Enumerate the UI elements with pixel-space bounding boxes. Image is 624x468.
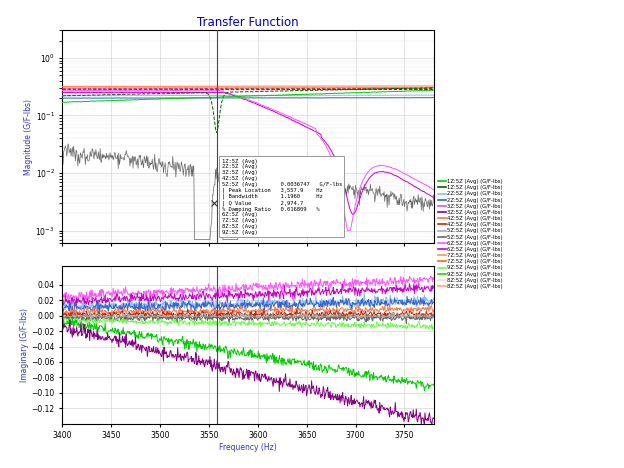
Y-axis label: Magnitude (G/F-lbs): Magnitude (G/F-lbs) [24,99,32,175]
Y-axis label: Imaginary (G/F-lbs): Imaginary (G/F-lbs) [19,307,29,381]
Title: Transfer Function: Transfer Function [197,16,299,29]
Legend: 1Z:5Z (Avg) (G/F-lbs), 1Z:5Z (Avg) (G/F-lbs), 2Z:5Z (Avg) (G/F-lbs), 2Z:5Z (Avg): 1Z:5Z (Avg) (G/F-lbs), 1Z:5Z (Avg) (G/F-… [438,179,503,289]
X-axis label: Frequency (Hz): Frequency (Hz) [219,443,277,452]
Text: 1Z:5Z (Avg)
2Z:5Z (Avg)
3Z:5Z (Avg)
4Z:5Z (Avg)
5Z:5Z (Avg)       0.0036747   G/: 1Z:5Z (Avg) 2Z:5Z (Avg) 3Z:5Z (Avg) 4Z:5… [222,159,342,235]
